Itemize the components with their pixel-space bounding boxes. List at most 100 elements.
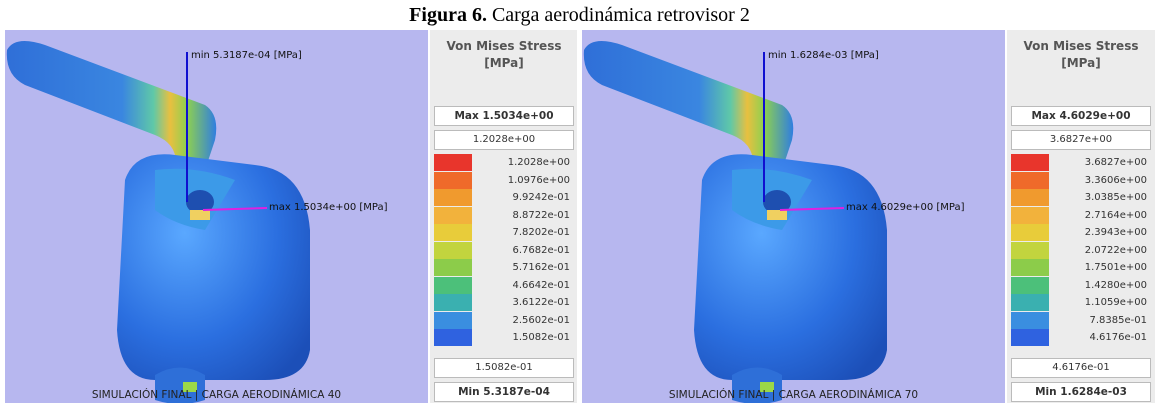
legend-value: 1.0976e+00 <box>508 172 570 189</box>
legend-swatch <box>434 294 472 311</box>
legend: Von Mises Stress[MPa] Max 4.6029e+00 3.682… <box>1007 30 1155 403</box>
legend-value: 9.9242e-01 <box>513 189 570 206</box>
legend: Von Mises Stress[MPa] Max 1.5034e+00 1.202… <box>430 30 577 403</box>
legend-level: 1.5082e-01 <box>434 329 574 346</box>
legend-swatch <box>1011 172 1049 189</box>
legend-max: Max 1.5034e+00 <box>434 106 574 126</box>
figure-label: Figura 6. <box>409 4 487 26</box>
figure-title: Figura 6. Carga aerodinámica retrovisor … <box>0 4 1159 27</box>
legend-swatch <box>1011 207 1049 224</box>
legend-swatch <box>1011 312 1049 329</box>
legend-swatch <box>1011 224 1049 241</box>
legend-min: Min 5.3187e-04 <box>434 382 574 402</box>
legend-level: 5.7162e-01 <box>434 259 574 276</box>
legend-swatch <box>1011 259 1049 276</box>
legend-level: 1.1059e+00 <box>1011 294 1151 311</box>
legend-level: 1.7501e+00 <box>1011 259 1151 276</box>
legend-level: 1.0976e+00 <box>434 172 574 189</box>
legend-value: 3.3606e+00 <box>1085 172 1147 189</box>
legend-level: 4.6176e-01 <box>1011 329 1151 346</box>
legend-value: 1.1059e+00 <box>1085 294 1147 311</box>
legend-title: Von Mises Stress[MPa] <box>430 38 577 72</box>
legend-title-text: Von Mises Stress <box>430 38 577 55</box>
legend-value: 1.7501e+00 <box>1085 259 1147 276</box>
legend-swatch <box>1011 154 1049 171</box>
legend-level: 6.7682e-01 <box>434 242 574 259</box>
legend-value: 2.0722e+00 <box>1085 242 1147 259</box>
legend-value: 7.8385e-01 <box>1090 312 1147 329</box>
legend-swatch <box>434 154 472 171</box>
legend-max: Max 4.6029e+00 <box>1011 106 1151 126</box>
legend-min: Min 1.6284e-03 <box>1011 382 1151 402</box>
legend-unit: [MPa] <box>1007 55 1155 72</box>
model-render <box>582 30 1005 403</box>
legend-level: 1.4280e+00 <box>1011 277 1151 294</box>
legend-value: 3.0385e+00 <box>1085 189 1147 206</box>
legend-swatch <box>434 189 472 206</box>
legend-swatch <box>434 224 472 241</box>
legend-value: 1.2028e+00 <box>508 154 570 171</box>
max-label: max 4.6029e+00 [MPa] <box>846 202 965 213</box>
legend-value: 1.4280e+00 <box>1085 277 1147 294</box>
legend-value: 6.7682e-01 <box>513 242 570 259</box>
page: Figura 6. Carga aerodinámica retrovisor … <box>0 0 1159 403</box>
fea-panel: min 5.3187e-04 [MPa] max 1.5034e+00 [MPa]… <box>5 30 577 403</box>
model-render <box>5 30 428 403</box>
legend-level: 9.9242e-01 <box>434 189 574 206</box>
legend-swatch <box>1011 277 1049 294</box>
legend-unit: [MPa] <box>430 55 577 72</box>
caption: SIMULACIÓN FINAL | CARGA AERODINÁMICA 40 <box>5 389 428 401</box>
min-label: min 1.6284e-03 [MPa] <box>768 50 879 61</box>
legend-level: 3.6827e+00 <box>1011 154 1151 171</box>
legend-title: Von Mises Stress[MPa] <box>1007 38 1155 72</box>
legend-swatch <box>434 277 472 294</box>
legend-level: 4.6642e-01 <box>434 277 574 294</box>
model-view: min 1.6284e-03 [MPa] max 4.6029e+00 [MPa]… <box>582 30 1005 403</box>
fea-panel: min 1.6284e-03 [MPa] max 4.6029e+00 [MPa]… <box>582 30 1159 403</box>
legend-top-box: 3.6827e+00 <box>1011 130 1151 150</box>
model-view: min 5.3187e-04 [MPa] max 1.5034e+00 [MPa]… <box>5 30 428 403</box>
legend-level: 2.7164e+00 <box>1011 207 1151 224</box>
legend-value: 2.7164e+00 <box>1085 207 1147 224</box>
legend-value: 3.6827e+00 <box>1085 154 1147 171</box>
legend-value: 2.3943e+00 <box>1085 224 1147 241</box>
legend-level: 3.6122e-01 <box>434 294 574 311</box>
mirror-model <box>7 41 310 403</box>
legend-value: 7.8202e-01 <box>513 224 570 241</box>
legend-level: 8.8722e-01 <box>434 207 574 224</box>
legend-level: 2.0722e+00 <box>1011 242 1151 259</box>
legend-swatch <box>434 259 472 276</box>
legend-swatch <box>434 329 472 346</box>
legend-value: 4.6642e-01 <box>513 277 570 294</box>
legend-swatch <box>1011 329 1049 346</box>
legend-level: 3.3606e+00 <box>1011 172 1151 189</box>
legend-value: 3.6122e-01 <box>513 294 570 311</box>
caption: SIMULACIÓN FINAL | CARGA AERODINÁMICA 70 <box>582 389 1005 401</box>
legend-value: 5.7162e-01 <box>513 259 570 276</box>
legend-swatch <box>434 312 472 329</box>
legend-level: 7.8202e-01 <box>434 224 574 241</box>
legend-title-text: Von Mises Stress <box>1007 38 1155 55</box>
min-label: min 5.3187e-04 [MPa] <box>191 50 302 61</box>
legend-level: 1.2028e+00 <box>434 154 574 171</box>
legend-value: 2.5602e-01 <box>513 312 570 329</box>
mirror-model <box>584 41 887 403</box>
legend-value: 8.8722e-01 <box>513 207 570 224</box>
legend-level: 2.5602e-01 <box>434 312 574 329</box>
legend-value: 1.5082e-01 <box>513 329 570 346</box>
legend-swatch <box>1011 294 1049 311</box>
figure-text: Carga aerodinámica retrovisor 2 <box>492 4 750 26</box>
legend-level: 7.8385e-01 <box>1011 312 1151 329</box>
legend-swatch <box>434 207 472 224</box>
legend-level: 3.0385e+00 <box>1011 189 1151 206</box>
legend-level: 2.3943e+00 <box>1011 224 1151 241</box>
legend-value: 4.6176e-01 <box>1090 329 1147 346</box>
legend-bottom-box: 4.6176e-01 <box>1011 358 1151 378</box>
max-label: max 1.5034e+00 [MPa] <box>269 202 388 213</box>
legend-swatch <box>1011 242 1049 259</box>
legend-top-box: 1.2028e+00 <box>434 130 574 150</box>
legend-swatch <box>1011 189 1049 206</box>
legend-swatch <box>434 172 472 189</box>
legend-bottom-box: 1.5082e-01 <box>434 358 574 378</box>
legend-swatch <box>434 242 472 259</box>
